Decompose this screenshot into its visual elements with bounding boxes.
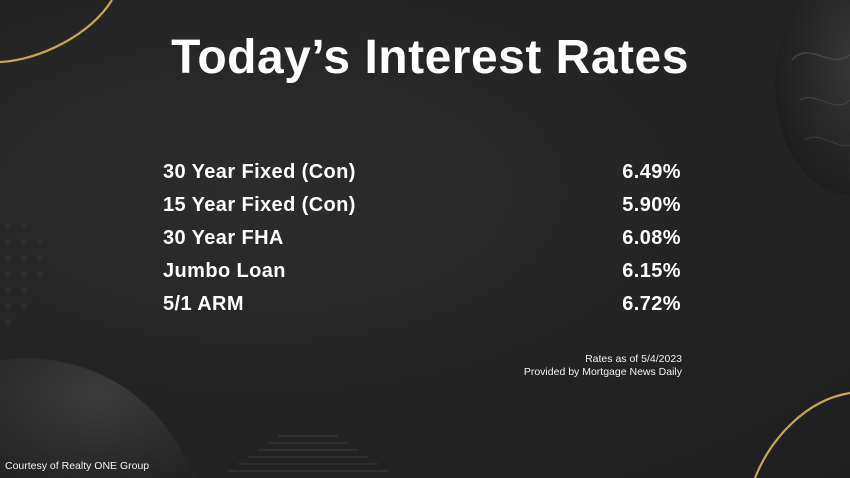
dot-pattern — [5, 223, 43, 325]
gold-arc-top-left — [0, 0, 113, 64]
rate-value: 6.49% — [622, 161, 681, 183]
rate-value: 6.15% — [622, 260, 681, 282]
rate-row: Jumbo Loan 6.15% — [163, 257, 681, 290]
stacked-lines — [228, 435, 388, 472]
rate-row: 5/1 ARM 6.72% — [163, 290, 681, 323]
rate-row: 15 Year Fixed (Con) 5.90% — [163, 191, 681, 224]
courtesy-credit: Courtesy of Realty ONE Group — [5, 460, 150, 472]
rates-source: Rates as of 5/4/2023 Provided by Mortgag… — [524, 353, 682, 379]
rate-row: 30 Year Fixed (Con) 6.49% — [163, 158, 681, 191]
rate-label: 30 Year FHA — [163, 227, 284, 249]
rate-value: 6.72% — [622, 293, 681, 315]
rate-row: 30 Year FHA 6.08% — [163, 224, 681, 257]
rates-provider: Provided by Mortgage News Daily — [523, 366, 682, 378]
rate-value: 5.90% — [622, 194, 681, 216]
gold-arc-bottom-right — [753, 391, 850, 478]
bowl-shape — [0, 358, 195, 478]
marble-shape — [775, 0, 850, 195]
rate-label: 15 Year Fixed (Con) — [163, 194, 356, 216]
rates-list: 30 Year Fixed (Con) 6.49% 15 Year Fixed … — [163, 158, 681, 323]
rate-label: 5/1 ARM — [163, 293, 244, 315]
rate-label: 30 Year Fixed (Con) — [163, 161, 356, 183]
slide-title: Today’s Interest Rates — [171, 31, 689, 84]
rates-as-of: Rates as of 5/4/2023 — [585, 353, 682, 365]
rate-value: 6.08% — [622, 227, 681, 249]
rate-label: Jumbo Loan — [163, 260, 286, 282]
